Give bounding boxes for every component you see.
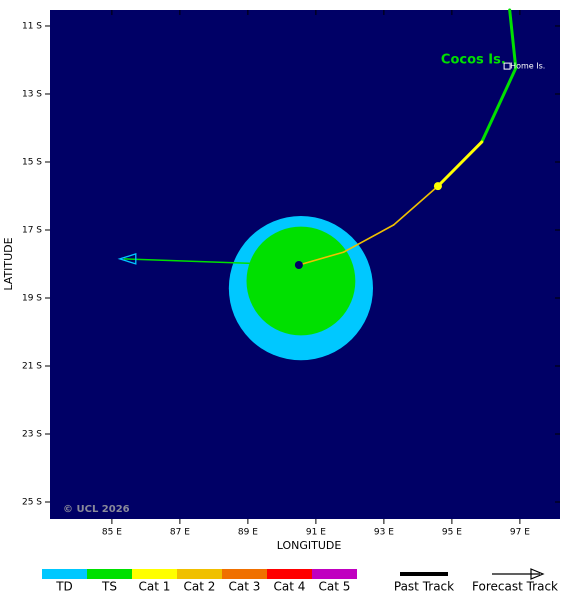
x-tick-label: 93 E (374, 528, 394, 538)
x-tick-label: 91 E (306, 528, 326, 538)
legend-swatch (312, 569, 357, 579)
track-segment (298, 251, 345, 266)
place-label: Cocos Is. (441, 53, 506, 68)
y-tick-label: 21 S (22, 361, 42, 371)
forecast-arrow (117, 253, 137, 265)
track-segment (508, 8, 518, 70)
legend-swatch (87, 569, 132, 579)
past-track-label: Past Track (394, 580, 454, 594)
x-tick-label: 89 E (238, 528, 258, 538)
legend-swatch (42, 569, 87, 579)
x-axis-label: LONGITUDE (277, 539, 342, 552)
legend-label: Cat 3 (229, 580, 261, 594)
wind-radius (246, 226, 356, 336)
y-tick-label: 15 S (22, 157, 42, 167)
track-segment (436, 140, 484, 188)
y-axis-label: LATITUDE (2, 237, 15, 290)
legend-label: Cat 4 (274, 580, 306, 594)
place-label: Home Is. (510, 62, 545, 71)
legend-label: TS (101, 580, 117, 594)
track-segment (392, 185, 439, 226)
forecast-track (123, 258, 299, 266)
y-tick-label: 23 S (22, 429, 42, 439)
x-tick-label: 87 E (170, 528, 190, 538)
legend-swatch (177, 569, 222, 579)
track-point (433, 182, 442, 191)
y-tick-label: 13 S (22, 89, 42, 99)
y-tick-label: 25 S (22, 497, 42, 507)
legend-label: Cat 1 (139, 580, 171, 594)
x-tick-label: 97 E (510, 528, 530, 538)
legend-label: Cat 5 (319, 580, 351, 594)
legend: Past Track Forecast Track (394, 568, 558, 594)
y-tick-label: 19 S (22, 293, 42, 303)
legend-label: TD (55, 580, 73, 594)
forecast-arrow-sample (530, 568, 545, 580)
legend-swatch (132, 569, 177, 579)
legend-swatch (267, 569, 312, 579)
y-tick-label: 17 S (22, 225, 42, 235)
credit: © UCL 2026 (63, 504, 130, 515)
place-marker (503, 62, 511, 70)
x-tick-label: 95 E (442, 528, 462, 538)
track-segment (342, 224, 395, 253)
legend-label: Cat 2 (184, 580, 216, 594)
forecast-track-label: Forecast Track (472, 580, 558, 594)
x-tick-label: 85 E (102, 528, 122, 538)
current-position (294, 261, 303, 270)
y-tick-label: 11 S (22, 21, 42, 31)
legend-swatch (222, 569, 267, 579)
track-segment (480, 66, 518, 144)
